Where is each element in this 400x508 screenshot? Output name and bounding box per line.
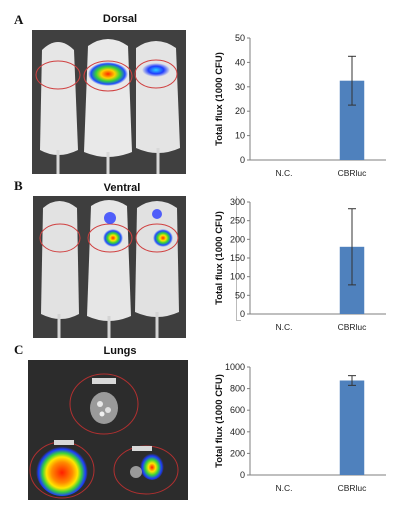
x-category-label: CBRluc: [338, 168, 368, 178]
y-tick-label: 200: [230, 448, 245, 458]
x-category-label: CBRluc: [338, 483, 368, 493]
x-category-label: N.C.: [276, 483, 293, 493]
panel-a-letter: A: [14, 12, 24, 27]
lungs-image: [28, 360, 188, 500]
y-tick-label: 400: [230, 427, 245, 437]
chart-b-frame-line: [236, 196, 241, 321]
x-category-label: N.C.: [276, 168, 293, 178]
chart-c: 0 200 400 600 800 1000 Total flux (1000 CFU) N.…: [212, 356, 400, 506]
y-tick-label: 50: [235, 33, 245, 43]
panel-a-title: Dorsal: [102, 13, 138, 25]
y-axis-label: Total flux (1000 CFU): [214, 52, 225, 146]
y-tick-label: 200: [230, 234, 245, 244]
panel-b-title: Ventral: [103, 182, 141, 194]
panel-c-title: Lungs: [103, 345, 137, 357]
chart-a: 0 10 20 30 40 50 Total flux (1000 CFU) N.C. CBRl…: [212, 28, 400, 203]
y-tick-label: 20: [235, 106, 245, 116]
y-tick-label: 50: [235, 290, 245, 300]
y-tick-label: 30: [235, 82, 245, 92]
y-tick-label: 0: [240, 470, 245, 480]
y-tick-label: 800: [230, 384, 245, 394]
chart-b: 0 50 100 150 200 250 300 Total flux (1000 CFU) N…: [212, 192, 400, 352]
y-tick-label: 40: [235, 57, 245, 67]
y-axis-label: Total flux (1000 CFU): [214, 211, 225, 305]
y-tick-label: 300: [230, 197, 245, 207]
bar: [339, 380, 365, 475]
y-axis-label: Total flux (1000 CFU): [214, 374, 225, 468]
y-tick-label: 150: [230, 253, 245, 263]
dorsal-mice-image: [32, 30, 186, 174]
y-tick-label: 0: [240, 309, 245, 319]
y-tick-label: 250: [230, 216, 245, 226]
ventral-mice-image: [33, 196, 186, 338]
x-category-label: N.C.: [276, 322, 293, 332]
y-tick-label: 600: [230, 405, 245, 415]
y-tick-label: 1000: [225, 362, 245, 372]
panel-b-letter: B: [14, 178, 23, 193]
panel-c-letter: C: [14, 342, 24, 357]
y-tick-label: 0: [240, 155, 245, 165]
y-tick-label: 100: [230, 272, 245, 282]
x-category-label: CBRluc: [338, 322, 368, 332]
y-tick-label: 10: [235, 131, 245, 141]
